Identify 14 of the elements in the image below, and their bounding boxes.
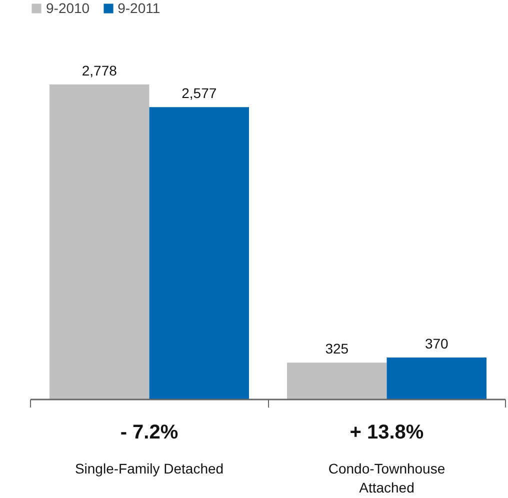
x-tick-label: Condo-Townhouse Attached (328, 460, 446, 496)
data-label: 370 (424, 336, 449, 352)
bar (50, 84, 150, 400)
x-tick-label: Single-Family Detached (74, 460, 224, 476)
bar (386, 358, 486, 400)
data-label: 2,778 (82, 62, 118, 78)
data-label: 325 (325, 340, 349, 357)
legend-label: 9-2010 (46, 0, 90, 16)
data-label: 2,577 (182, 85, 217, 102)
legend-label: 9-2011 (118, 0, 160, 16)
text: - 7.2% (120, 422, 178, 444)
text: + 13.8% (350, 422, 424, 444)
bar (149, 107, 249, 400)
bar (287, 362, 387, 400)
